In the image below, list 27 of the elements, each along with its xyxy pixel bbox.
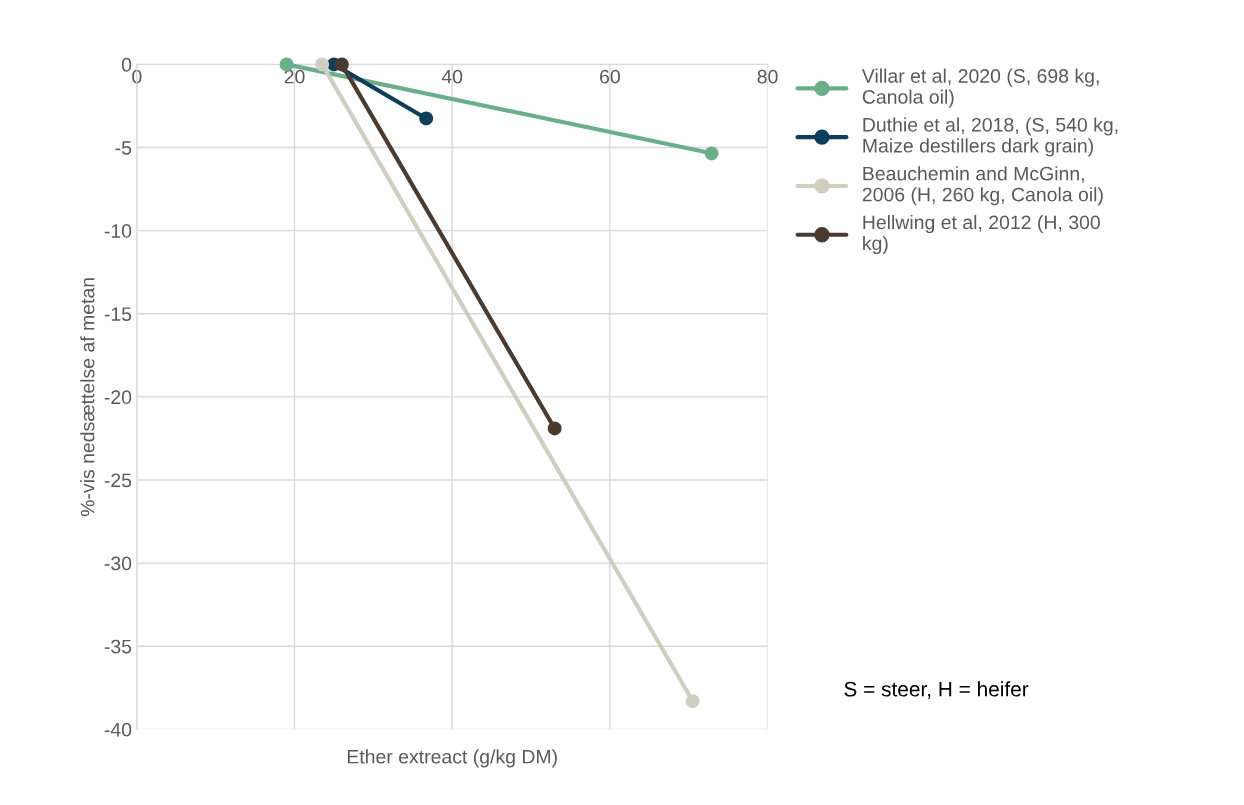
legend-label: Beauchemin and McGinn, 2006 (H, 260 kg, Canola oil) — [862, 166, 1103, 206]
legend-label: Duthie et al, 2018, (S, 540 kg, Maize destillers dark grain) — [863, 117, 1118, 157]
y-tick-label: -40 — [104, 722, 132, 737]
y-tick-label: -15 — [104, 307, 132, 321]
y-tick-label: -30 — [104, 556, 132, 571]
x-tick-label: 60 — [600, 69, 620, 84]
x-tick-label: 0 — [132, 69, 142, 84]
point — [419, 111, 434, 126]
y-tick-label: -25 — [104, 473, 132, 488]
y-axis-title: %-vis nedsættelse af metan — [80, 278, 95, 517]
x-tick-label: 40 — [441, 69, 463, 84]
text: S = steer, H = heifer — [844, 681, 1029, 699]
point — [704, 146, 719, 161]
y-tick-label: -5 — [115, 141, 132, 155]
point — [315, 57, 330, 72]
x-tick-label: 80 — [757, 69, 778, 84]
legend-label: Hellwing et al, 2012 (H, 300 kg) — [863, 214, 1100, 255]
x-axis-title: Ether extreact (g/kg DM) — [347, 749, 557, 768]
y-tick-label: -10 — [104, 224, 132, 238]
legend-label: Villar et al, 2020 (S, 698 kg, Canola oil) — [861, 68, 1099, 108]
y-tick-label: -35 — [104, 639, 132, 654]
point — [547, 421, 562, 436]
y-tick-label: -20 — [104, 390, 132, 405]
x-tick-label: 20 — [284, 69, 305, 84]
point — [334, 57, 349, 72]
y-tick-label: 0 — [121, 57, 132, 72]
point — [685, 694, 700, 709]
